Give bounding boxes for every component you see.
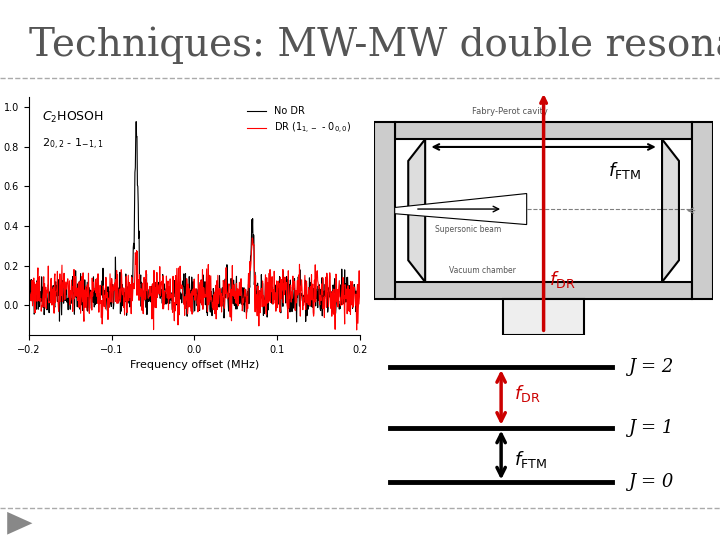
DR (1$_{1,-}$ - 0$_{0,0}$) (217, 290, 225, 296)
Text: $2_{0,2}$ - $1_{-1,1}$: $2_{0,2}$ - $1_{-1,1}$ (42, 137, 104, 152)
DR (1$_{1,-}$ - 0$_{0,0}$) (276, 274, 284, 281)
Text: $\mathit{C}_2$HOSOH: $\mathit{C}_2$HOSOH (42, 110, 104, 125)
Legend: No DR, DR (1$_{1,-}$ - 0$_{0,0}$): No DR, DR (1$_{1,-}$ - 0$_{0,0}$) (243, 102, 355, 140)
Text: Techniques: MW-MW double resonance: Techniques: MW-MW double resonance (29, 27, 720, 64)
Text: $f_\mathrm{FTM}$: $f_\mathrm{FTM}$ (608, 160, 642, 181)
Polygon shape (395, 193, 527, 225)
DR (1$_{1,-}$ - 0$_{0,0}$) (235, 286, 244, 293)
Bar (503, 299, 584, 335)
Text: Vacuum chamber: Vacuum chamber (449, 266, 516, 275)
DR (1$_{1,-}$ - 0$_{0,0}$) (352, 327, 361, 333)
No DR (310, 295, 319, 302)
No DR (226, 299, 235, 305)
Line: DR (1$_{1,-}$ - 0$_{0,0}$): DR (1$_{1,-}$ - 0$_{0,0}$) (29, 238, 360, 330)
Text: $f_\mathrm{FTM}$: $f_\mathrm{FTM}$ (514, 449, 546, 470)
DR (1$_{1,-}$ - 0$_{0,0}$) (45, 298, 53, 305)
No DR (236, 289, 245, 296)
No DR (132, 118, 140, 125)
Text: $f_\mathrm{DR}$: $f_\mathrm{DR}$ (514, 383, 540, 403)
DR (1$_{1,-}$ - 0$_{0,0}$) (225, 308, 234, 314)
Bar (693, 122, 713, 299)
No DR (276, 304, 284, 310)
Polygon shape (408, 139, 425, 282)
Text: Fabry-Perot cavity: Fabry-Perot cavity (472, 107, 548, 116)
Text: J = 1: J = 1 (628, 418, 673, 437)
Text: $f_\mathrm{DR}$: $f_\mathrm{DR}$ (549, 269, 575, 290)
DR (1$_{1,-}$ - 0$_{0,0}$) (356, 301, 364, 307)
DR (1$_{1,-}$ - 0$_{0,0}$) (24, 281, 33, 287)
Bar (395, 122, 693, 139)
DR (1$_{1,-}$ - 0$_{0,0}$) (248, 235, 256, 241)
No DR (45, 309, 53, 316)
Bar (374, 122, 395, 299)
No DR (292, 319, 301, 325)
No DR (217, 294, 226, 301)
Text: J = 2: J = 2 (628, 358, 673, 376)
Bar (395, 282, 693, 299)
No DR (24, 287, 33, 294)
Line: No DR: No DR (29, 122, 360, 322)
No DR (356, 292, 364, 298)
Text: Supersonic beam: Supersonic beam (436, 225, 502, 234)
DR (1$_{1,-}$ - 0$_{0,0}$) (310, 277, 319, 284)
Text: J = 0: J = 0 (628, 474, 673, 491)
X-axis label: Frequency offset (MHz): Frequency offset (MHz) (130, 360, 259, 370)
Polygon shape (662, 139, 679, 282)
Polygon shape (7, 512, 32, 535)
